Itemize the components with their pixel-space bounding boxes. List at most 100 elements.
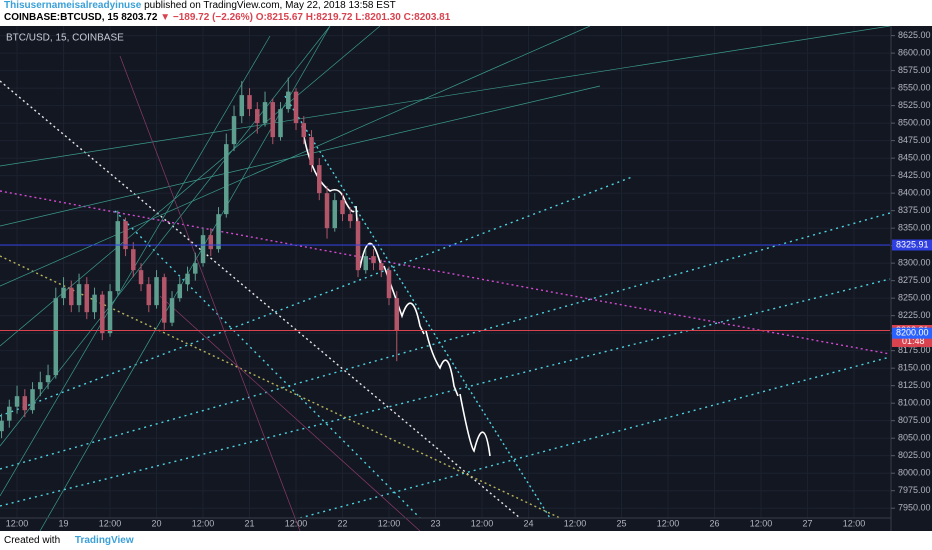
y-tick-label: 8150.00 — [898, 363, 931, 373]
header-line: COINBASE:BTCUSD, 15 8203.72 ▼ −189.72 (−… — [4, 12, 932, 24]
candle-body — [363, 256, 369, 271]
candle-body — [301, 123, 307, 138]
price: 8203.72 — [121, 12, 158, 23]
candle-body — [131, 249, 136, 271]
candle-body — [0, 420, 4, 432]
candle-body — [45, 375, 51, 383]
candle-body — [92, 294, 97, 313]
candle-body — [169, 298, 175, 323]
candle-body — [30, 389, 35, 411]
candle-body — [286, 91, 291, 110]
candle-body — [200, 235, 206, 264]
candle-body — [247, 95, 252, 110]
ohlc: H:8219.72 — [305, 12, 353, 23]
trend-line — [0, 176, 633, 417]
x-tick-label: 20 — [152, 518, 162, 528]
y-tick-label: 8175.00 — [898, 345, 931, 355]
y-tick-label: 8600.00 — [898, 47, 931, 57]
trend-line — [0, 26, 591, 287]
y-tick-label: 8300.00 — [898, 258, 931, 268]
candle-body — [324, 193, 330, 229]
candle-body — [53, 298, 59, 376]
x-tick-label: 12:00 — [750, 518, 773, 528]
published: published on TradingView.com, May 22, 20… — [144, 0, 396, 11]
candle-body — [348, 214, 353, 222]
x-tick-label: 12:00 — [843, 518, 866, 528]
candle-body — [154, 277, 159, 306]
y-tick-label: 8425.00 — [898, 170, 931, 180]
candle-body — [38, 382, 43, 390]
timer-box — [892, 335, 932, 347]
x-tick-label: 25 — [616, 518, 626, 528]
x-tick-label: 12:00 — [285, 518, 308, 528]
timer-label: 01:48 — [902, 336, 925, 346]
trend-line — [0, 85, 601, 227]
y-tick-label: 7950.00 — [898, 503, 931, 513]
x-tick-label: 12:00 — [564, 518, 587, 528]
x-tick-label: 26 — [709, 518, 719, 528]
candle-body — [115, 221, 121, 292]
candle-body — [355, 221, 361, 271]
candle-body — [309, 137, 314, 166]
candle-body — [107, 291, 113, 334]
ohlc: C:8203.81 — [403, 12, 451, 23]
x-tick-label: 23 — [430, 518, 440, 528]
y-tick-label: 8350.00 — [898, 223, 931, 233]
candle-body — [216, 214, 221, 250]
x-tick-label: 21 — [245, 518, 255, 528]
candle-body — [185, 273, 190, 285]
candle-body — [84, 284, 90, 313]
candle-body — [394, 298, 400, 331]
candle-body — [100, 294, 105, 334]
author[interactable]: Thisusernameisalreadyinuse — [4, 0, 142, 11]
x-tick-label: 12:00 — [99, 518, 122, 528]
header-line: Thisusernameisalreadyinuse published on … — [4, 0, 932, 12]
candle-body — [61, 287, 66, 299]
header: Thisusernameisalreadyinuse published on … — [0, 0, 932, 26]
candle-body — [146, 284, 152, 306]
candle-body — [69, 287, 74, 306]
trend-line — [0, 190, 891, 355]
drawings — [0, 26, 891, 531]
trend-line — [0, 255, 561, 519]
created: Created with — [4, 535, 61, 546]
x-tick-label: 19 — [59, 518, 69, 528]
chart: BTC/USD, 15, COINBASE 7950.00 7975.00 8000… — [0, 26, 932, 531]
x-tick-label: 12:00 — [378, 518, 401, 528]
trend-line — [0, 26, 331, 447]
price-label: 8200.00 — [896, 328, 929, 338]
x-tick-label: 24 — [523, 518, 533, 528]
x-tick-label: 22 — [338, 518, 348, 528]
price-label-box — [892, 239, 932, 251]
trend-line — [284, 95, 551, 519]
ohlc: O:8215.67 — [255, 12, 303, 23]
candle-body — [224, 144, 229, 215]
trend-line — [114, 210, 421, 519]
candle-body — [7, 406, 12, 421]
trend-line — [0, 212, 891, 470]
y-tick-label: 8075.00 — [898, 415, 931, 425]
footer: Created with TradingView — [0, 531, 932, 550]
candle-body — [340, 200, 345, 215]
y-tick-label: 8575.00 — [898, 65, 931, 75]
brand[interactable]: TradingView — [74, 535, 134, 546]
candle-body — [22, 396, 28, 411]
candle-body — [371, 256, 376, 264]
y-tick-label: 8250.00 — [898, 293, 931, 303]
y-tick-label: 7975.00 — [898, 485, 931, 495]
candle-body — [293, 91, 299, 124]
y-tick-label: 8400.00 — [898, 188, 931, 198]
candle-body — [239, 95, 245, 117]
trend-line — [0, 80, 521, 519]
candle-body — [332, 200, 338, 229]
candle-body — [255, 109, 260, 124]
trend-line — [119, 55, 301, 531]
y-tick-label: 8475.00 — [898, 135, 931, 145]
ohlc: L:8201.30 — [355, 12, 401, 23]
price-label-box — [892, 327, 932, 339]
y-tick-label: 8550.00 — [898, 82, 931, 92]
x-tick-label: 12:00 — [471, 518, 494, 528]
candle-body — [317, 165, 322, 194]
trend-line — [0, 26, 891, 167]
